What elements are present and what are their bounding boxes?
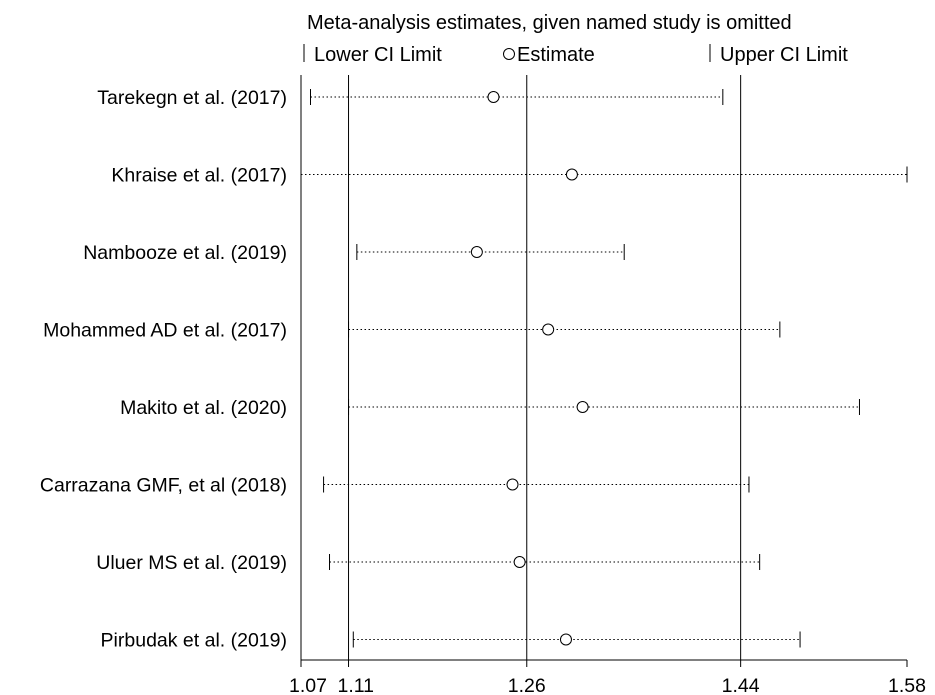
study-label: Nambooze et al. (2019)	[83, 242, 287, 264]
reference-lines	[348, 75, 742, 660]
estimate-point	[506, 478, 519, 491]
estimate-point	[542, 323, 555, 336]
estimate-point	[487, 91, 500, 103]
legend-estimate-symbol	[503, 48, 515, 60]
legend-lower-label: Lower CI Limit	[314, 44, 442, 66]
study-row: Tarekegn et al. (2017)	[97, 87, 724, 109]
estimate-point	[513, 556, 526, 568]
study-row: Carrazana GMF, et al (2018)	[40, 475, 750, 497]
study-label: Pirbudak et al. (2019)	[101, 630, 287, 652]
x-axis-ticks: 1.07 1.11 1.26 1.44 1.58	[289, 660, 926, 695]
x-tick-label: 1.07	[289, 675, 327, 695]
x-tick-label: 1.44	[722, 675, 760, 695]
x-tick-label: 1.58	[888, 675, 926, 695]
study-row: Makito et al. (2020)	[120, 397, 860, 419]
legend: Lower CI Limit Estimate Upper CI Limit	[303, 44, 848, 66]
chart-title: Meta-analysis estimates, given named stu…	[307, 12, 792, 34]
study-row: Khraise et al. (2017)	[111, 165, 908, 187]
estimate-point	[576, 401, 589, 413]
legend-upper-label: Upper CI Limit	[720, 44, 848, 66]
study-row: Uluer MS et al. (2019)	[96, 552, 761, 574]
study-label: Khraise et al. (2017)	[111, 165, 287, 187]
study-label: Mohammed AD et al. (2017)	[43, 320, 287, 342]
x-tick-label: 1.11	[338, 675, 375, 695]
study-label: Uluer MS et al. (2019)	[96, 552, 287, 574]
study-row: Pirbudak et al. (2019)	[101, 630, 801, 652]
study-row: Mohammed AD et al. (2017)	[43, 320, 781, 342]
legend-estimate-label: Estimate	[517, 44, 595, 66]
study-label: Carrazana GMF, et al (2018)	[40, 475, 287, 497]
estimate-point	[565, 168, 578, 181]
study-rows: Tarekegn et al. (2017) Khraise et al. (20…	[40, 87, 908, 652]
estimate-point	[559, 633, 572, 646]
study-label: Makito et al. (2020)	[120, 397, 287, 419]
x-tick-label: 1.26	[508, 675, 546, 695]
estimate-point	[470, 246, 483, 258]
study-label: Tarekegn et al. (2017)	[97, 87, 287, 109]
study-row: Nambooze et al. (2019)	[83, 242, 625, 264]
